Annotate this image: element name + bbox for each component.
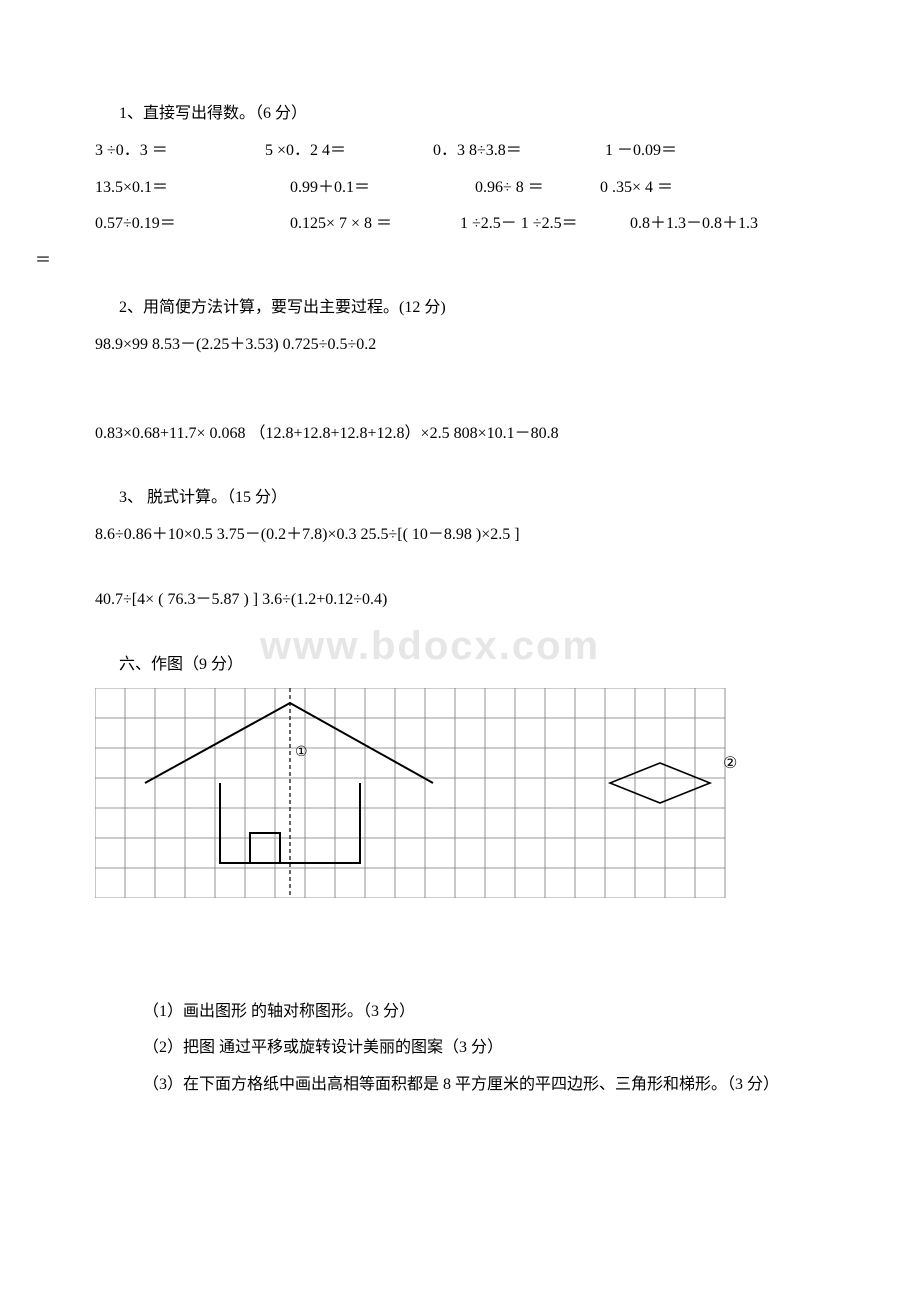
q2-line2: 0.83×0.68+11.7× 0.068 （12.8+12.8+12.8+12… [95, 420, 825, 449]
q1-row3: 0.57÷0.19＝ 0.125× 7 × 8 ＝ 1 ÷2.5－ 1 ÷2.5… [95, 210, 825, 239]
q1-r1-c2: 5 ×0．2 4＝ [265, 137, 433, 166]
q1-r2-c2: 0.99＋0.1＝ [290, 174, 475, 203]
q2-title: 2、用简便方法计算，要写出主要过程。(12 分) [95, 294, 825, 323]
q1-title: 1、直接写出得数。（6 分） [95, 100, 825, 129]
q2-line1: 98.9×99 8.53－(2.25＋3.53) 0.725÷0.5÷0.2 [95, 331, 825, 360]
svg-text:②: ② [723, 755, 737, 772]
grid-figure: ①② [95, 688, 743, 898]
q1-r2-c3: 0.96÷ 8 ＝ [475, 174, 600, 203]
q1-row2: 13.5×0.1＝ 0.99＋0.1＝ 0.96÷ 8 ＝ 0 .35× 4 ＝ [95, 174, 825, 203]
q1-r1-c4: 1 －0.09＝ [605, 137, 677, 166]
q1-r3-c4: 0.8＋1.3－0.8＋1.3 [630, 210, 758, 239]
q6-sub2: （2）把图 通过平移或旋转设计美丽的图案（3 分） [95, 1034, 825, 1063]
q6-title: 六、作图（9 分） [95, 651, 825, 680]
q6-sub3: （3）在下面方格纸中画出高相等面积都是 8 平方厘米的平四边形、三角形和梯形。（… [95, 1071, 825, 1100]
q1-r1-c1: 3 ÷0．3 ＝ [95, 137, 265, 166]
q3-title: 3、 脱式计算。（15 分） [95, 484, 825, 513]
q1-r2-c4: 0 .35× 4 ＝ [600, 174, 673, 203]
q1-r1-c3: 0．3 8÷3.8＝ [433, 137, 605, 166]
q1-r3-c1: 0.57÷0.19＝ [95, 210, 290, 239]
q1-r3-c3: 1 ÷2.5－ 1 ÷2.5＝ [460, 210, 630, 239]
q1-r2-c1: 13.5×0.1＝ [95, 174, 290, 203]
q1-r3-c2: 0.125× 7 × 8 ＝ [290, 210, 460, 239]
q3-line1: 8.6÷0.86＋10×0.5 3.75－(0.2＋7.8)×0.3 25.5÷… [95, 521, 825, 550]
q1-row1: 3 ÷0．3 ＝ 5 ×0．2 4＝ 0．3 8÷3.8＝ 1 －0.09＝ [95, 137, 825, 166]
svg-text:①: ① [295, 745, 308, 760]
q1-row3-trail: ＝ [35, 247, 825, 276]
q6-sub1: （1）画出图形 的轴对称图形。（3 分） [95, 998, 825, 1027]
document-content: 1、直接写出得数。（6 分） 3 ÷0．3 ＝ 5 ×0．2 4＝ 0．3 8÷… [95, 100, 825, 1100]
q3-line2: 40.7÷[4× ( 76.3－5.87 ) ] 3.6÷(1.2+0.12÷0… [95, 586, 825, 615]
